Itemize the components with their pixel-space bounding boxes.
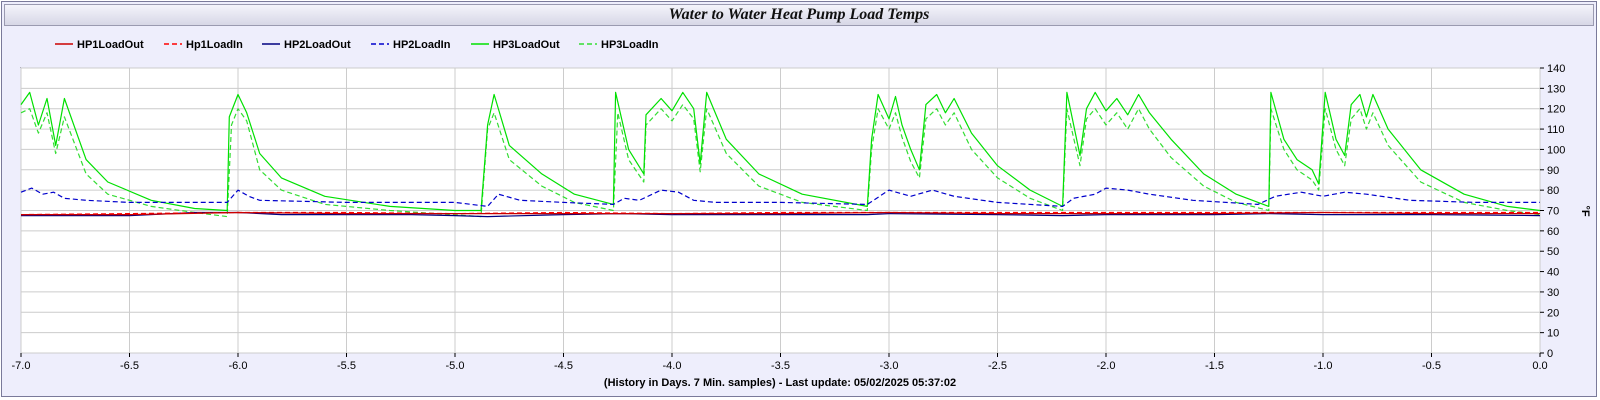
x-tick-label: -1.0 xyxy=(1314,360,1333,372)
legend-label: HP2LoadIn xyxy=(393,39,451,51)
x-tick-label: -7.0 xyxy=(12,360,31,372)
y-tick-label: 80 xyxy=(1547,185,1559,197)
y-tick-label: 100 xyxy=(1547,144,1565,156)
x-tick-label: -2.5 xyxy=(988,360,1007,372)
y-axis-unit-label: °F xyxy=(1579,205,1591,216)
x-axis: -7.0 -6.5 -6.0 -5.5 -5.0 -4.5 -4.0 -3.5 -3.0 -2.5… xyxy=(12,353,1548,372)
series-line-hp2loadin xyxy=(20,187,1540,207)
x-tick-label: -6.0 xyxy=(229,360,248,372)
x-tick-label: -3.5 xyxy=(771,360,790,372)
legend-label: Hp1LoadIn xyxy=(186,39,243,51)
y-tick-label: 20 xyxy=(1547,307,1559,319)
x-tick-label: -1.5 xyxy=(1205,360,1224,372)
legend-label: HP2LoadOut xyxy=(284,39,351,51)
y-tick-label: 30 xyxy=(1547,287,1559,299)
y-tick-label: 90 xyxy=(1547,165,1559,177)
x-tick-label: -4.0 xyxy=(663,360,682,372)
y-tick-label: 130 xyxy=(1547,83,1565,95)
legend-label: HP1LoadOut xyxy=(77,39,144,51)
x-tick-label: -5.5 xyxy=(337,360,356,372)
y-tick-label: 40 xyxy=(1547,267,1559,279)
y-tick-label: 110 xyxy=(1547,124,1565,136)
y-tick-label: 120 xyxy=(1547,104,1565,116)
x-tick-label: -4.5 xyxy=(554,360,573,372)
x-tick-label: -6.5 xyxy=(120,360,139,372)
title-bar: Water to Water Heat Pump Load Temps xyxy=(4,4,1594,26)
y-axis: 0 10 20 30 40 50 60 70 80 90 100 110 120 130 140 xyxy=(1540,63,1565,360)
series-line-hp1loadout xyxy=(21,211,1540,216)
series-line-hp3loadin xyxy=(20,104,1541,218)
chart-title: Water to Water Heat Pump Load Temps xyxy=(668,6,930,23)
x-tick-label: -5.0 xyxy=(446,360,465,372)
y-tick-label: 70 xyxy=(1547,206,1559,218)
y-tick-label: 10 xyxy=(1547,328,1559,340)
y-tick-label: 140 xyxy=(1547,63,1565,75)
series-line-hp2loadout xyxy=(21,211,1541,218)
legend: HP1LoadOut Hp1LoadIn HP2LoadOut HP2LoadIn HP… xyxy=(55,39,659,51)
x-tick-label: -3.0 xyxy=(880,360,899,372)
legend-label: HP3LoadOut xyxy=(493,39,560,51)
y-tick-label: 0 xyxy=(1547,348,1553,360)
y-tick-label: 50 xyxy=(1547,246,1559,258)
series-layer xyxy=(20,91,1541,218)
y-tick-label: 60 xyxy=(1547,226,1559,238)
x-tick-label: 0.0 xyxy=(1532,360,1547,372)
x-axis-label: (History in Days. 7 Min. samples) - Last… xyxy=(604,377,956,389)
x-tick-label: -0.5 xyxy=(1422,360,1441,372)
legend-label: HP3LoadIn xyxy=(601,39,659,51)
series-line-hp3loadout xyxy=(20,91,1541,212)
x-tick-label: -2.0 xyxy=(1097,360,1116,372)
